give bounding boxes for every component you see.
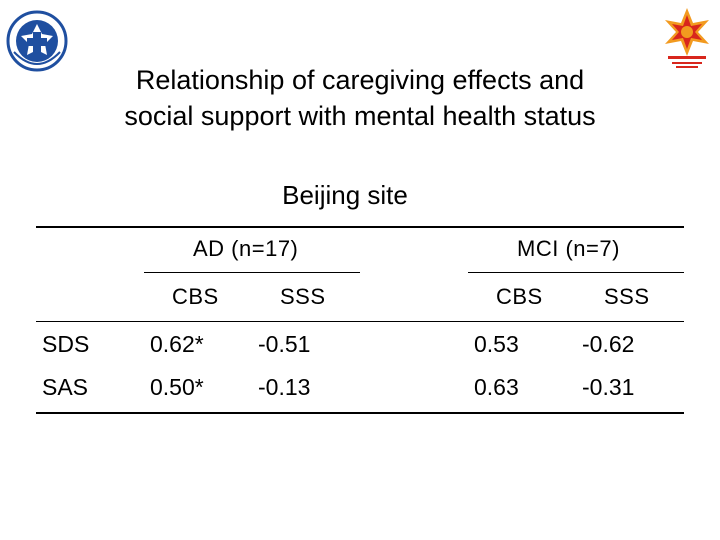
group-header-mci: MCI (n=7) (517, 236, 620, 261)
row-label-sds: SDS (42, 331, 90, 357)
ad-group-rule (144, 272, 360, 273)
table-cell: 0.62* (150, 331, 204, 357)
table-cell: 0.53 (474, 331, 519, 357)
title-line-2: social support with mental health status (124, 101, 596, 131)
title-line-1: Relationship of caregiving effects and (135, 65, 585, 95)
alzheimer-association-logo-icon (658, 6, 716, 72)
row-label-sas: SAS (42, 374, 89, 400)
table-cell: 0.50* (150, 374, 204, 400)
sub-header-mci-cbs: CBS (496, 284, 543, 309)
site-label: Beijing site (282, 180, 408, 210)
group-header-ad: AD (n=17) (193, 236, 299, 261)
table-cell: -0.13 (258, 374, 311, 400)
table-cell: 0.63 (474, 374, 519, 400)
sub-header-ad-cbs: CBS (172, 284, 219, 309)
table-bottom-rule (36, 412, 684, 414)
mci-group-rule (468, 272, 684, 273)
table-cell: -0.62 (582, 331, 635, 357)
header-bottom-rule (36, 321, 684, 322)
table-cell: -0.31 (582, 374, 635, 400)
sub-header-mci-sss: SSS (604, 284, 650, 309)
hospital-emblem-icon (6, 10, 68, 72)
sub-header-ad-sss: SSS (280, 284, 326, 309)
table-cell: -0.51 (258, 331, 311, 357)
slide-title: Relationship of caregiving effects and s… (0, 62, 720, 134)
table-top-rule (36, 226, 684, 228)
